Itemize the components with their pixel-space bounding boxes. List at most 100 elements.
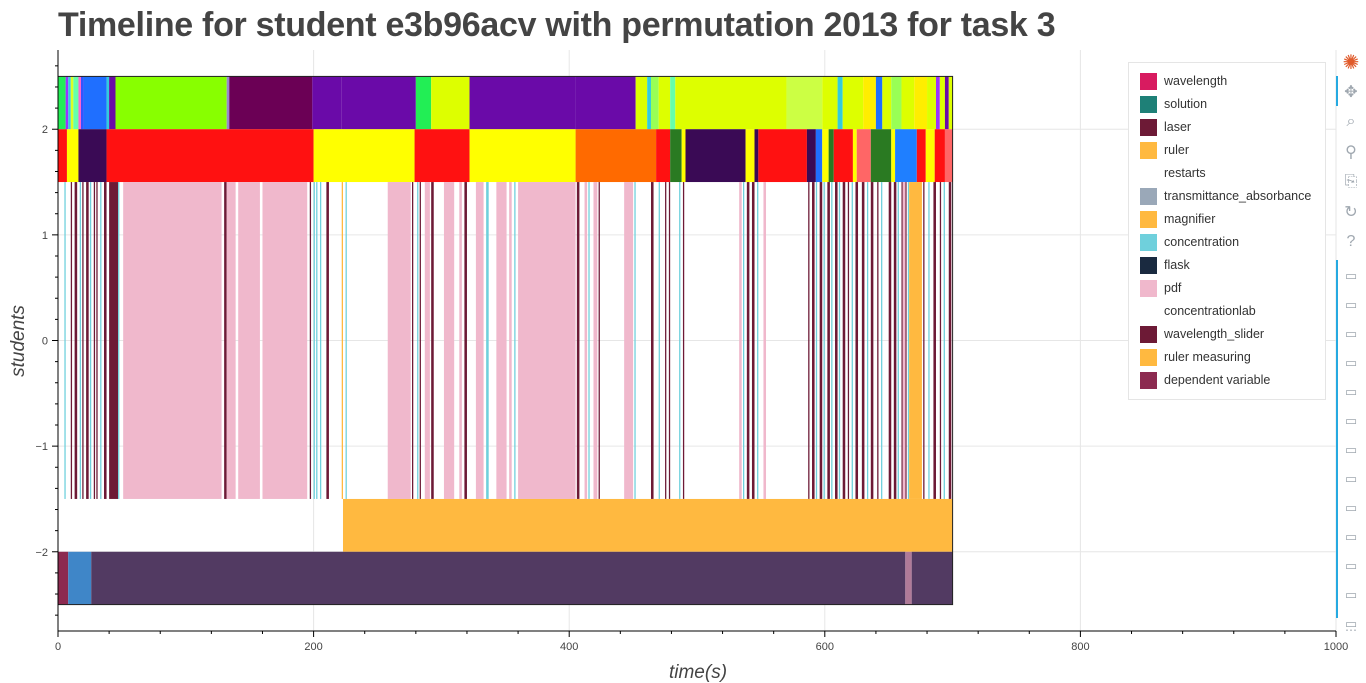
legend-item[interactable]: dependent variable xyxy=(1140,370,1270,390)
timeline-segment xyxy=(823,182,825,499)
legend-swatch xyxy=(1140,348,1157,366)
legend-label: ruler xyxy=(1164,143,1190,157)
timeline-segment xyxy=(875,76,883,130)
timeline-segment xyxy=(81,76,84,130)
legend-swatch xyxy=(1140,256,1157,274)
legend-item[interactable]: ruler xyxy=(1140,140,1189,160)
timeline-segment xyxy=(91,551,906,605)
legend-item[interactable]: ruler measuring xyxy=(1140,347,1251,367)
timeline-segment xyxy=(911,551,953,605)
timeline-segment xyxy=(891,129,896,183)
timeline-segment xyxy=(831,182,833,499)
hover-tool-icon[interactable]: ▭ xyxy=(1344,616,1358,631)
legend-swatch xyxy=(1140,371,1157,389)
y-tick-label: 2 xyxy=(42,124,48,136)
timeline-segment xyxy=(881,182,883,499)
timeline-segment xyxy=(79,182,82,499)
timeline-segment xyxy=(575,76,636,130)
hover-tool-icon[interactable]: ▭ xyxy=(1344,529,1358,544)
x-tick-label: 600 xyxy=(816,641,834,653)
timeline-segment xyxy=(763,182,767,499)
legend-swatch xyxy=(1140,279,1157,297)
timeline-segment xyxy=(123,182,222,499)
legend-item[interactable]: flask xyxy=(1140,255,1190,275)
legend-item[interactable]: wavelength xyxy=(1140,71,1227,91)
timeline-segment xyxy=(925,129,935,183)
timeline-segment xyxy=(786,76,823,130)
legend-item[interactable]: transmittance_absorbance xyxy=(1140,186,1311,206)
timeline-segment xyxy=(665,182,667,499)
timeline-segment xyxy=(593,182,598,499)
y-tick-label: 1 xyxy=(42,230,48,242)
hover-tool-icon[interactable]: ▭ xyxy=(1344,442,1358,457)
timeline-segment xyxy=(598,182,600,499)
save-icon[interactable]: ⎘ xyxy=(1344,173,1358,190)
legend-item[interactable]: laser xyxy=(1140,117,1191,137)
hover-tool-icon[interactable]: ▭ xyxy=(1344,384,1358,399)
wheel-zoom-icon[interactable]: ⚲ xyxy=(1345,144,1357,161)
timeline-segment xyxy=(745,129,755,183)
timeline-segment xyxy=(575,129,657,183)
legend-item[interactable]: wavelength_slider xyxy=(1140,324,1264,344)
timeline-segment xyxy=(933,182,936,499)
timeline-segment xyxy=(901,76,915,130)
timeline-segment xyxy=(909,182,922,499)
axes: 0 200 400 600 800 1000 2 1 0 −1 −2 xyxy=(35,50,1348,653)
timeline-segment xyxy=(866,182,869,499)
timeline-segment xyxy=(905,182,907,499)
x-tick-label: 200 xyxy=(304,641,322,653)
timeline-segment xyxy=(584,182,588,499)
hover-tool-icon[interactable]: ▭ xyxy=(1344,297,1358,312)
legend-item[interactable]: pdf xyxy=(1140,278,1181,298)
timeline-segment xyxy=(907,182,910,499)
timeline-segment xyxy=(104,182,107,499)
legend-label: concentrationlab xyxy=(1164,304,1256,318)
reset-icon[interactable]: ↻ xyxy=(1344,204,1358,221)
timeline-segment xyxy=(319,182,322,499)
timeline-segment xyxy=(309,182,312,499)
help-icon[interactable]: ? xyxy=(1346,233,1356,250)
timeline-segment xyxy=(226,76,230,130)
pan-icon[interactable]: ✥ xyxy=(1344,84,1358,101)
timeline-segment xyxy=(861,182,865,499)
timeline-segment xyxy=(464,182,467,499)
legend-item[interactable]: concentrationlab xyxy=(1140,301,1256,321)
timeline-segment xyxy=(459,182,462,499)
timeline-segment xyxy=(882,76,892,130)
timeline-segment xyxy=(935,76,940,130)
timeline-segment xyxy=(312,76,342,130)
hover-tool-icon[interactable]: ▭ xyxy=(1344,326,1358,341)
x-tick-label: 800 xyxy=(1071,641,1089,653)
timeline-segment xyxy=(928,182,930,499)
timeline-segment xyxy=(469,76,576,130)
x-tick-label: 0 xyxy=(55,641,61,653)
hover-tool-icon[interactable]: ▭ xyxy=(1344,471,1358,486)
legend-item[interactable]: magnifier xyxy=(1140,209,1215,229)
timeline-segment xyxy=(70,76,74,130)
legend-swatch xyxy=(1140,118,1157,136)
legend: wavelength solution laser ruler restarts tran… xyxy=(1128,62,1326,400)
legend-label: solution xyxy=(1164,97,1208,111)
more-tools-icon[interactable]: ⋯ xyxy=(1345,623,1357,637)
timeline-segment xyxy=(345,182,347,499)
hover-tool-icon[interactable]: ▭ xyxy=(1344,587,1358,602)
hover-tool-icon[interactable]: ▭ xyxy=(1344,500,1358,515)
y-tick-label: 0 xyxy=(42,336,48,348)
hover-tool-icon[interactable]: ▭ xyxy=(1344,558,1358,573)
legend-swatch xyxy=(1140,72,1157,90)
timeline-segment xyxy=(758,129,807,183)
timeline-segment xyxy=(66,129,79,183)
timeline-segment xyxy=(944,76,949,130)
hover-tool-icon[interactable]: ▭ xyxy=(1344,413,1358,428)
active-tool-indicator xyxy=(1336,260,1338,618)
timeline-segment xyxy=(89,182,92,499)
timeline-segment xyxy=(739,182,742,499)
legend-item[interactable]: restarts xyxy=(1140,163,1206,183)
legend-item[interactable]: concentration xyxy=(1140,232,1239,252)
timeline-segment xyxy=(96,182,98,499)
hover-tool-icon[interactable]: ▭ xyxy=(1344,355,1358,370)
box-zoom-icon[interactable]: ⌕ xyxy=(1346,113,1356,130)
legend-label: wavelength_slider xyxy=(1164,327,1265,341)
legend-item[interactable]: solution xyxy=(1140,94,1207,114)
hover-tool-icon[interactable]: ▭ xyxy=(1344,268,1358,283)
